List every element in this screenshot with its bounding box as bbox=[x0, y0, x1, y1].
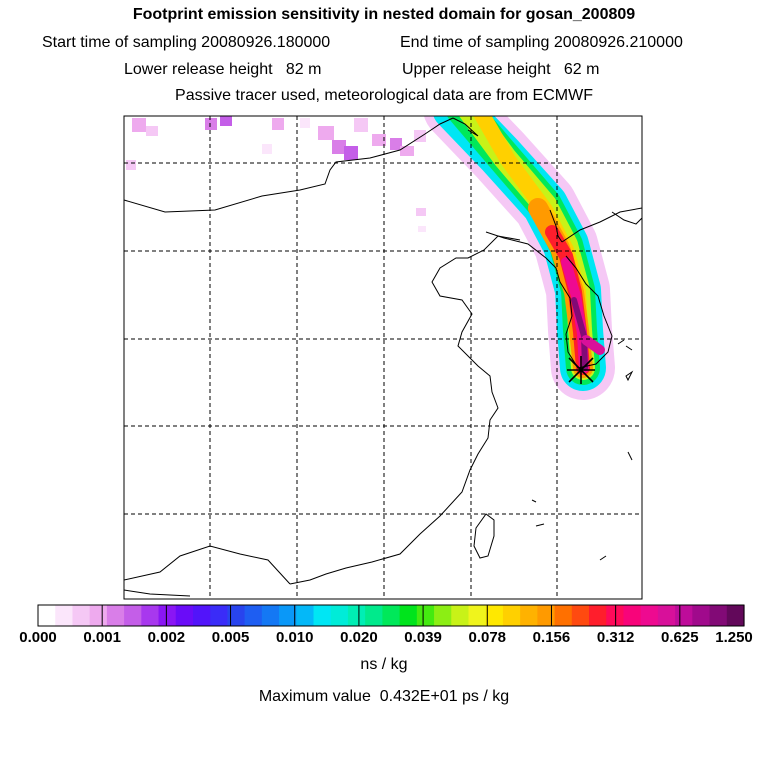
colorbar-segment bbox=[38, 605, 56, 626]
sensitivity-patches bbox=[126, 116, 426, 232]
colorbar-segment bbox=[623, 605, 642, 626]
colorbar-segment bbox=[537, 605, 556, 626]
colorbar-tick-label: 0.010 bbox=[275, 629, 314, 646]
colorbar-segment bbox=[520, 605, 538, 626]
colorbar-segment bbox=[141, 605, 160, 626]
colorbar-units: ns / kg bbox=[360, 656, 408, 673]
colorbar-segment bbox=[55, 605, 74, 626]
colorbar-tick-label: 0.039 bbox=[404, 629, 442, 646]
colorbar-segment bbox=[313, 605, 332, 626]
colorbar-segment bbox=[726, 605, 745, 626]
colorbar-segment bbox=[330, 605, 349, 626]
colorbar-tick-label: 0.001 bbox=[83, 629, 121, 646]
map-title: Footprint emission sensitivity in nested… bbox=[132, 6, 636, 23]
colorbar-segment bbox=[416, 605, 435, 626]
colorbar-segment bbox=[382, 605, 401, 626]
upper-release-height-text: Upper release height 62 m bbox=[402, 61, 600, 78]
colorbar-tick-label: 0.078 bbox=[468, 629, 507, 646]
colorbar-segment bbox=[347, 605, 366, 626]
colorbar-segment bbox=[106, 605, 125, 626]
colorbar-segment bbox=[589, 605, 607, 626]
colorbar-segment bbox=[485, 605, 504, 626]
colorbar-segment bbox=[692, 605, 711, 626]
colorbar-segment bbox=[261, 605, 280, 626]
colorbar-segment bbox=[468, 605, 487, 626]
lower-release-height-text: Lower release height 82 m bbox=[124, 61, 322, 78]
colorbar-tick-label: 0.000 bbox=[19, 629, 57, 646]
colorbar-tick-label: 0.156 bbox=[532, 629, 571, 646]
end-time-text: End time of sampling 20080926.210000 bbox=[400, 34, 683, 51]
colorbar-segment bbox=[227, 605, 246, 626]
colorbar-segment bbox=[192, 605, 211, 626]
tracer-info-text: Passive tracer used, meteorological data… bbox=[175, 87, 593, 104]
map-frame bbox=[123, 115, 643, 600]
colorbar-segment bbox=[279, 605, 297, 626]
colorbar-segment bbox=[399, 605, 418, 626]
colorbar-tick-label: 0.020 bbox=[340, 629, 378, 646]
colorbar-segment bbox=[434, 605, 452, 626]
graticule bbox=[124, 116, 642, 599]
release-point-marker bbox=[567, 356, 595, 384]
colorbar-border bbox=[37, 604, 745, 627]
colorbar bbox=[37, 604, 745, 627]
maximum-value-text: Maximum value 0.432E+01 ps / kg bbox=[258, 688, 510, 705]
colorbar-segment bbox=[175, 605, 194, 626]
colorbar-segment bbox=[451, 605, 470, 626]
colorbar-tick-label: 0.005 bbox=[211, 629, 250, 646]
coastlines bbox=[124, 117, 642, 597]
colorbar-segment bbox=[640, 605, 659, 626]
colorbar-segment bbox=[365, 605, 383, 626]
colorbar-tick-label: 0.002 bbox=[147, 629, 186, 646]
colorbar-segment bbox=[72, 605, 91, 626]
colorbar-segment bbox=[89, 605, 108, 626]
colorbar-segment bbox=[502, 605, 521, 626]
colorbar-tick-label: 0.312 bbox=[596, 629, 635, 646]
colorbar-segment bbox=[571, 605, 590, 626]
colorbar-segment bbox=[675, 605, 693, 626]
colorbar-segment bbox=[554, 605, 573, 626]
colorbar-segment bbox=[709, 605, 728, 626]
colorbar-segment bbox=[210, 605, 229, 626]
start-time-text: Start time of sampling 20080926.180000 bbox=[42, 34, 331, 51]
colorbar-tick-label: 0.625 bbox=[661, 629, 699, 646]
sensitivity-plume bbox=[424, 116, 615, 400]
colorbar-tick-label: 1.250 bbox=[715, 629, 753, 646]
colorbar-segment bbox=[244, 605, 263, 626]
colorbar-segment bbox=[296, 605, 315, 626]
colorbar-segment bbox=[657, 605, 676, 626]
colorbar-segment bbox=[158, 605, 177, 626]
colorbar-segment bbox=[124, 605, 142, 626]
